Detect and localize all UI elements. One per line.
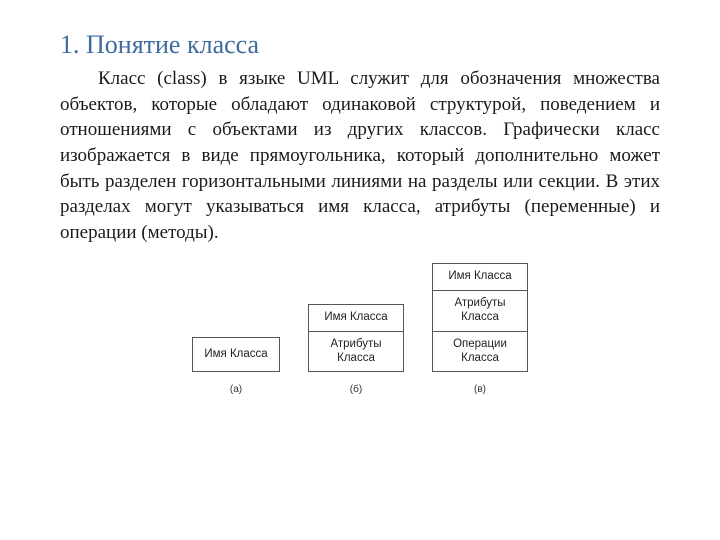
uml-cell-name: Имя Класса <box>433 264 527 290</box>
page-title: 1. Понятие класса <box>60 30 660 60</box>
uml-class-box-b: Имя Класса Атрибуты Класса <box>308 304 404 372</box>
uml-class-box-c: Имя Класса Атрибуты Класса Операции Клас… <box>432 263 528 372</box>
figure-caption-a: (а) <box>230 384 242 395</box>
slide-page: 1. Понятие класса Класс (class) в языке … <box>0 0 720 395</box>
uml-cell-name: Имя Класса <box>309 305 403 331</box>
figure-caption-c: (в) <box>474 384 486 395</box>
uml-figure-b: Имя Класса Атрибуты Класса (б) <box>308 304 404 395</box>
uml-cell-name: Имя Класса <box>193 338 279 372</box>
uml-class-box-a: Имя Класса <box>192 337 280 373</box>
body-paragraph: Класс (class) в языке UML служит для обо… <box>60 66 660 245</box>
uml-cell-attributes: Атрибуты Класса <box>309 331 403 372</box>
uml-cell-attributes: Атрибуты Класса <box>433 290 527 331</box>
uml-figure-a: Имя Класса (а) <box>192 337 280 396</box>
uml-figure-row: Имя Класса (а) Имя Класса Атрибуты Класс… <box>60 263 660 395</box>
uml-cell-operations: Операции Класса <box>433 331 527 372</box>
figure-caption-b: (б) <box>350 384 362 395</box>
uml-figure-c: Имя Класса Атрибуты Класса Операции Клас… <box>432 263 528 395</box>
